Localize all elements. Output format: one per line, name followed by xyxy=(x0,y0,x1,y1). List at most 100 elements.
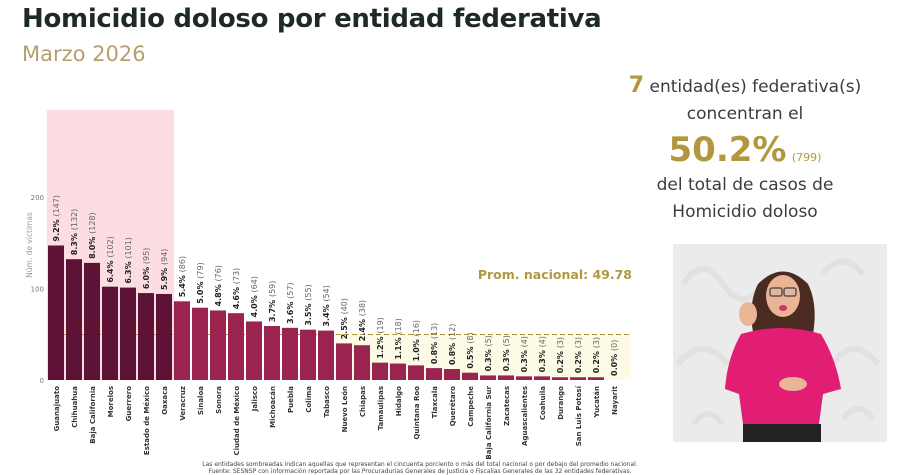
x-tick-label: Morelos xyxy=(107,386,115,417)
data-label: 2.5% (40) xyxy=(340,298,349,339)
summary-line-5: Homicidio doloso xyxy=(672,202,818,222)
page-title: Homicidio doloso por entidad federativa xyxy=(22,4,602,34)
bar xyxy=(192,307,208,380)
summary-cases: (799) xyxy=(791,151,822,164)
bar-chart: Prom. nacional: 49.78 Núm. de víctimas 0 10… xyxy=(25,110,632,460)
x-tick-label: Sinaloa xyxy=(197,386,205,415)
x-tick-label: Chiapas xyxy=(359,386,367,417)
interpreter-image xyxy=(673,244,887,442)
data-label: 0.3% (4) xyxy=(520,336,529,372)
summary-line-4: del total de casos de xyxy=(656,175,834,195)
x-tick-label: Estado de México xyxy=(143,386,151,455)
y-axis-label: Núm. de víctimas xyxy=(25,212,34,278)
data-label: 0.2% (3) xyxy=(556,337,565,373)
x-tick-label: Querétaro xyxy=(449,386,457,426)
bar xyxy=(516,376,532,380)
summary-line-1: 7 entidad(es) federativa(s) xyxy=(600,72,890,101)
page-subtitle: Marzo 2026 xyxy=(22,42,146,66)
summary-percent: 50.2% xyxy=(668,130,787,170)
bar xyxy=(408,365,424,380)
x-tick-label: Hidalgo xyxy=(395,386,403,416)
x-tick-label: Coahuila xyxy=(539,386,547,420)
summary-line-2: concentran el xyxy=(686,104,804,124)
x-tick-label: Colima xyxy=(305,386,313,413)
bar xyxy=(66,259,82,380)
x-tick-label: Michoacán xyxy=(269,386,277,428)
bar xyxy=(102,286,118,380)
y-tick-label: 200 xyxy=(31,194,44,202)
data-label: 1.0% (16) xyxy=(412,320,421,361)
sign-language-video xyxy=(673,244,887,442)
x-tick-label: Baja California xyxy=(89,386,97,444)
x-tick-label: Tamaulipas xyxy=(377,386,385,430)
summary-line-3: 50.2% (799) xyxy=(600,128,890,172)
bar xyxy=(48,245,64,380)
data-label: 5.9% (94) xyxy=(160,249,169,290)
bar xyxy=(228,313,244,380)
data-label: 0.2% (3) xyxy=(574,337,583,373)
data-label: 5.4% (86) xyxy=(178,256,187,297)
x-tick-label: Tlaxcala xyxy=(431,386,439,419)
bar xyxy=(84,262,100,380)
data-label: 0.3% (4) xyxy=(538,336,547,372)
bar xyxy=(444,369,460,380)
x-tick-label: Chihuahua xyxy=(71,386,79,428)
bar xyxy=(372,362,388,380)
x-tick-label: Quintana Roo xyxy=(413,386,421,440)
x-tick-label: Jalisco xyxy=(251,386,259,412)
y-tick-label: 100 xyxy=(31,286,44,294)
bar xyxy=(480,375,496,380)
summary-panel: 7 entidad(es) federativa(s) concentran e… xyxy=(600,72,890,226)
x-tick-label: Oaxaca xyxy=(161,386,169,415)
data-label: 8.3% (132) xyxy=(70,209,79,256)
summary-text-1: entidad(es) federativa(s) xyxy=(649,77,862,97)
data-label: 0.3% (5) xyxy=(484,335,493,371)
x-tick-label: Aguascalientes xyxy=(521,386,529,446)
data-label: 4.0% (64) xyxy=(250,276,259,317)
bar xyxy=(120,287,136,380)
bar xyxy=(534,376,550,380)
x-tick-label: Tabasco xyxy=(323,386,331,418)
data-label: 3.6% (57) xyxy=(286,282,295,323)
data-label: 6.0% (95) xyxy=(142,248,151,289)
data-label: 3.7% (59) xyxy=(268,281,277,322)
bar xyxy=(318,330,334,380)
bar xyxy=(462,372,478,380)
data-label: 2.4% (38) xyxy=(358,300,367,341)
x-tick-label: Puebla xyxy=(287,386,295,413)
bar xyxy=(390,363,406,380)
data-label: 0.8% (12) xyxy=(448,324,457,365)
x-tick-label: Sonora xyxy=(215,386,223,414)
bar xyxy=(354,345,370,380)
data-label: 0.5% (8) xyxy=(466,332,475,368)
data-label: 0.0% (0) xyxy=(610,340,619,376)
data-label: 1.1% (18) xyxy=(394,318,403,359)
bar xyxy=(264,326,280,380)
x-tick-label: Guerrero xyxy=(125,386,133,422)
x-tick-label: Zacatecas xyxy=(503,386,511,426)
x-tick-label: Veracruz xyxy=(179,386,187,421)
x-tick-label: Baja California Sur xyxy=(485,385,493,459)
y-tick-label: 0 xyxy=(40,377,44,385)
bar xyxy=(570,377,586,380)
data-label: 4.6% (73) xyxy=(232,268,241,309)
bar xyxy=(156,293,172,380)
data-label: 6.4% (102) xyxy=(106,236,115,283)
bar xyxy=(426,368,442,380)
data-label: 5.0% (79) xyxy=(196,262,205,303)
data-label: 1.2% (19) xyxy=(376,317,385,358)
footnote-line-2: Fuente: SESNSP con información reportada… xyxy=(208,468,632,475)
bar xyxy=(138,293,154,380)
x-tick-label: Nayarit xyxy=(611,385,619,415)
x-tick-label: Nuevo León xyxy=(341,386,349,432)
x-tick-label: Guanajuato xyxy=(53,386,61,432)
data-label: 6.3% (101) xyxy=(124,237,133,284)
footnote-line-1: Las entidades sombreadas indican aquella… xyxy=(202,461,638,468)
bar xyxy=(588,377,604,380)
data-label: 0.2% (3) xyxy=(592,337,601,373)
data-label: 9.2% (147) xyxy=(52,195,61,242)
x-tick-label: Durango xyxy=(557,386,565,420)
bar xyxy=(300,329,316,380)
data-label: 3.5% (55) xyxy=(304,284,313,325)
bar xyxy=(498,375,514,380)
